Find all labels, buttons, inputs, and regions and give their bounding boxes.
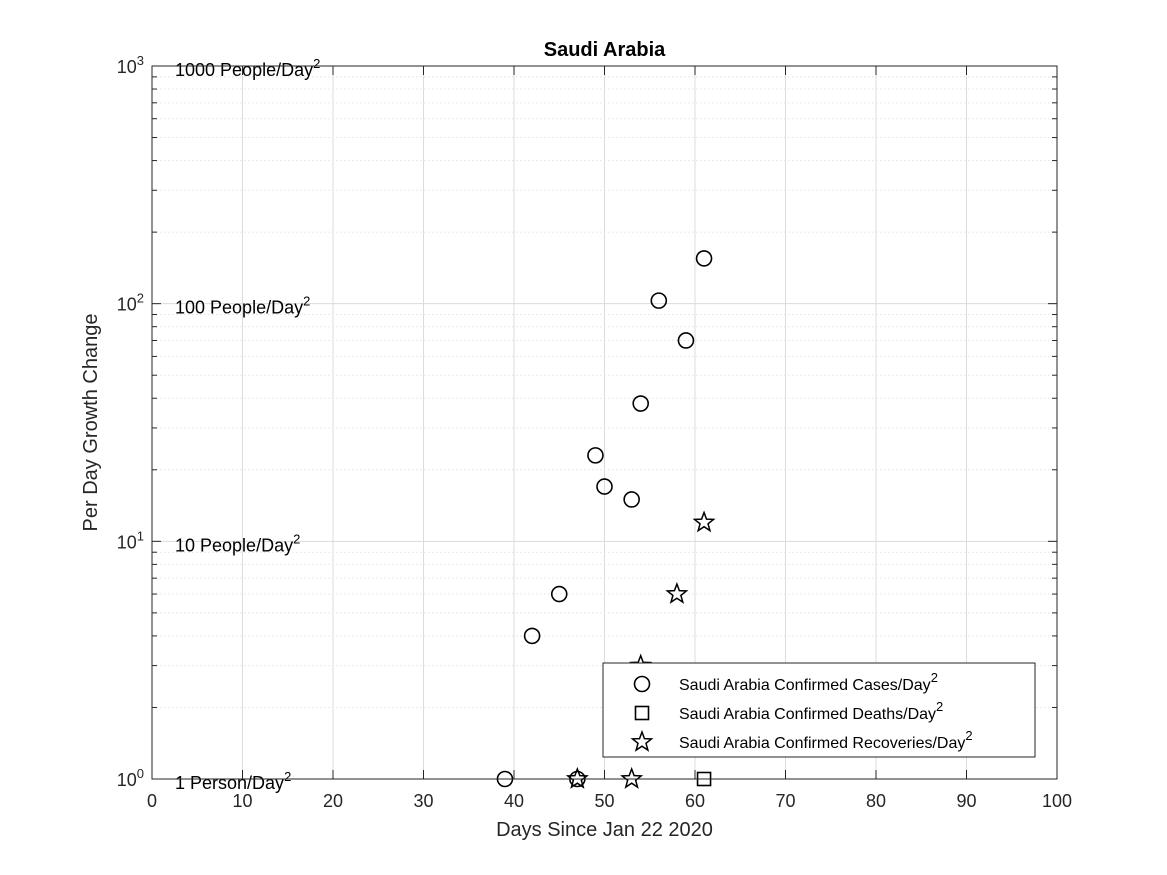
reference-label-sup: 2 — [293, 531, 300, 546]
y-tick-exp: 0 — [137, 766, 144, 781]
legend-label-text: Saudi Arabia Confirmed Deaths/Day — [679, 706, 936, 723]
y-tick-base: 10 — [117, 57, 137, 77]
y-tick-label: 102 — [117, 291, 144, 315]
star-point — [565, 766, 589, 789]
legend-label: Saudi Arabia Confirmed Deaths/Day2 — [679, 699, 943, 723]
x-tick-label: 80 — [866, 791, 886, 811]
legend-label-text: Saudi Arabia Confirmed Recoveries/Day — [679, 735, 965, 752]
x-tick-label: 50 — [594, 791, 614, 811]
circle-point — [632, 395, 650, 412]
x-tick-label: 40 — [504, 791, 524, 811]
x-tick-label: 20 — [323, 791, 343, 811]
x-tick-label: 10 — [232, 791, 252, 811]
circle-point — [596, 478, 613, 495]
y-axis-label: Per Day Growth Change — [80, 314, 102, 532]
star-point — [620, 766, 644, 789]
reference-label-text: 1000 People/Day — [175, 60, 313, 80]
legend-box — [602, 662, 1036, 758]
circle-point — [587, 447, 604, 464]
reference-label-sup: 2 — [303, 294, 310, 309]
legend-square-icon — [634, 705, 650, 721]
legend-label-sup: 2 — [936, 699, 943, 714]
legend-circle-icon — [633, 675, 651, 693]
y-tick-label: 100 — [117, 766, 144, 790]
y-tick-base: 10 — [117, 532, 137, 552]
series-star — [565, 510, 716, 789]
reference-label-text: 1 Person/Day — [175, 773, 284, 793]
legend-label: Saudi Arabia Confirmed Cases/Day2 — [679, 670, 938, 694]
legend-star-icon — [630, 729, 654, 752]
reference-label: 1 Person/Day2 — [175, 769, 291, 793]
legend-label: Saudi Arabia Confirmed Recoveries/Day2 — [679, 728, 973, 752]
reference-label-sup: 2 — [313, 56, 320, 71]
reference-label: 10 People/Day2 — [175, 531, 300, 555]
circle-point — [695, 250, 713, 267]
star-point — [665, 581, 689, 604]
y-tick-label: 101 — [117, 528, 144, 552]
reference-label-text: 100 People/Day — [175, 298, 303, 318]
y-tick-exp: 1 — [137, 528, 144, 543]
reference-label: 1000 People/Day2 — [175, 56, 320, 80]
y-tick-base: 10 — [117, 295, 137, 315]
x-tick-label: 90 — [956, 791, 976, 811]
star-point — [692, 510, 716, 533]
circle-point — [523, 627, 541, 645]
x-axis-label: Days Since Jan 22 2020 — [496, 819, 713, 841]
legend-label-text: Saudi Arabia Confirmed Cases/Day — [679, 677, 931, 694]
y-tick-exp: 2 — [137, 291, 144, 306]
circle-point — [623, 491, 640, 508]
x-tick-label: 70 — [775, 791, 795, 811]
reference-label: 100 People/Day2 — [175, 294, 310, 318]
y-tick-exp: 3 — [137, 53, 144, 68]
legend-label-sup: 2 — [931, 670, 938, 685]
x-tick-label: 30 — [413, 791, 433, 811]
circle-point — [677, 332, 695, 349]
chart-title: Saudi Arabia — [544, 39, 666, 61]
legend-label-sup: 2 — [965, 728, 972, 743]
reference-label-sup: 2 — [284, 769, 291, 784]
y-tick-label: 103 — [117, 53, 144, 77]
circle-point — [650, 292, 668, 309]
legend-item: Saudi Arabia Confirmed Recoveries/Day2 — [630, 728, 973, 752]
x-tick-label: 100 — [1042, 791, 1072, 811]
y-tick-base: 10 — [117, 770, 137, 790]
x-tick-label: 0 — [147, 791, 157, 811]
legend-item: Saudi Arabia Confirmed Deaths/Day2 — [634, 699, 943, 723]
x-tick-label: 60 — [685, 791, 705, 811]
reference-label-text: 10 People/Day — [175, 535, 293, 555]
circle-point — [550, 585, 568, 603]
legend-item: Saudi Arabia Confirmed Cases/Day2 — [633, 670, 938, 694]
